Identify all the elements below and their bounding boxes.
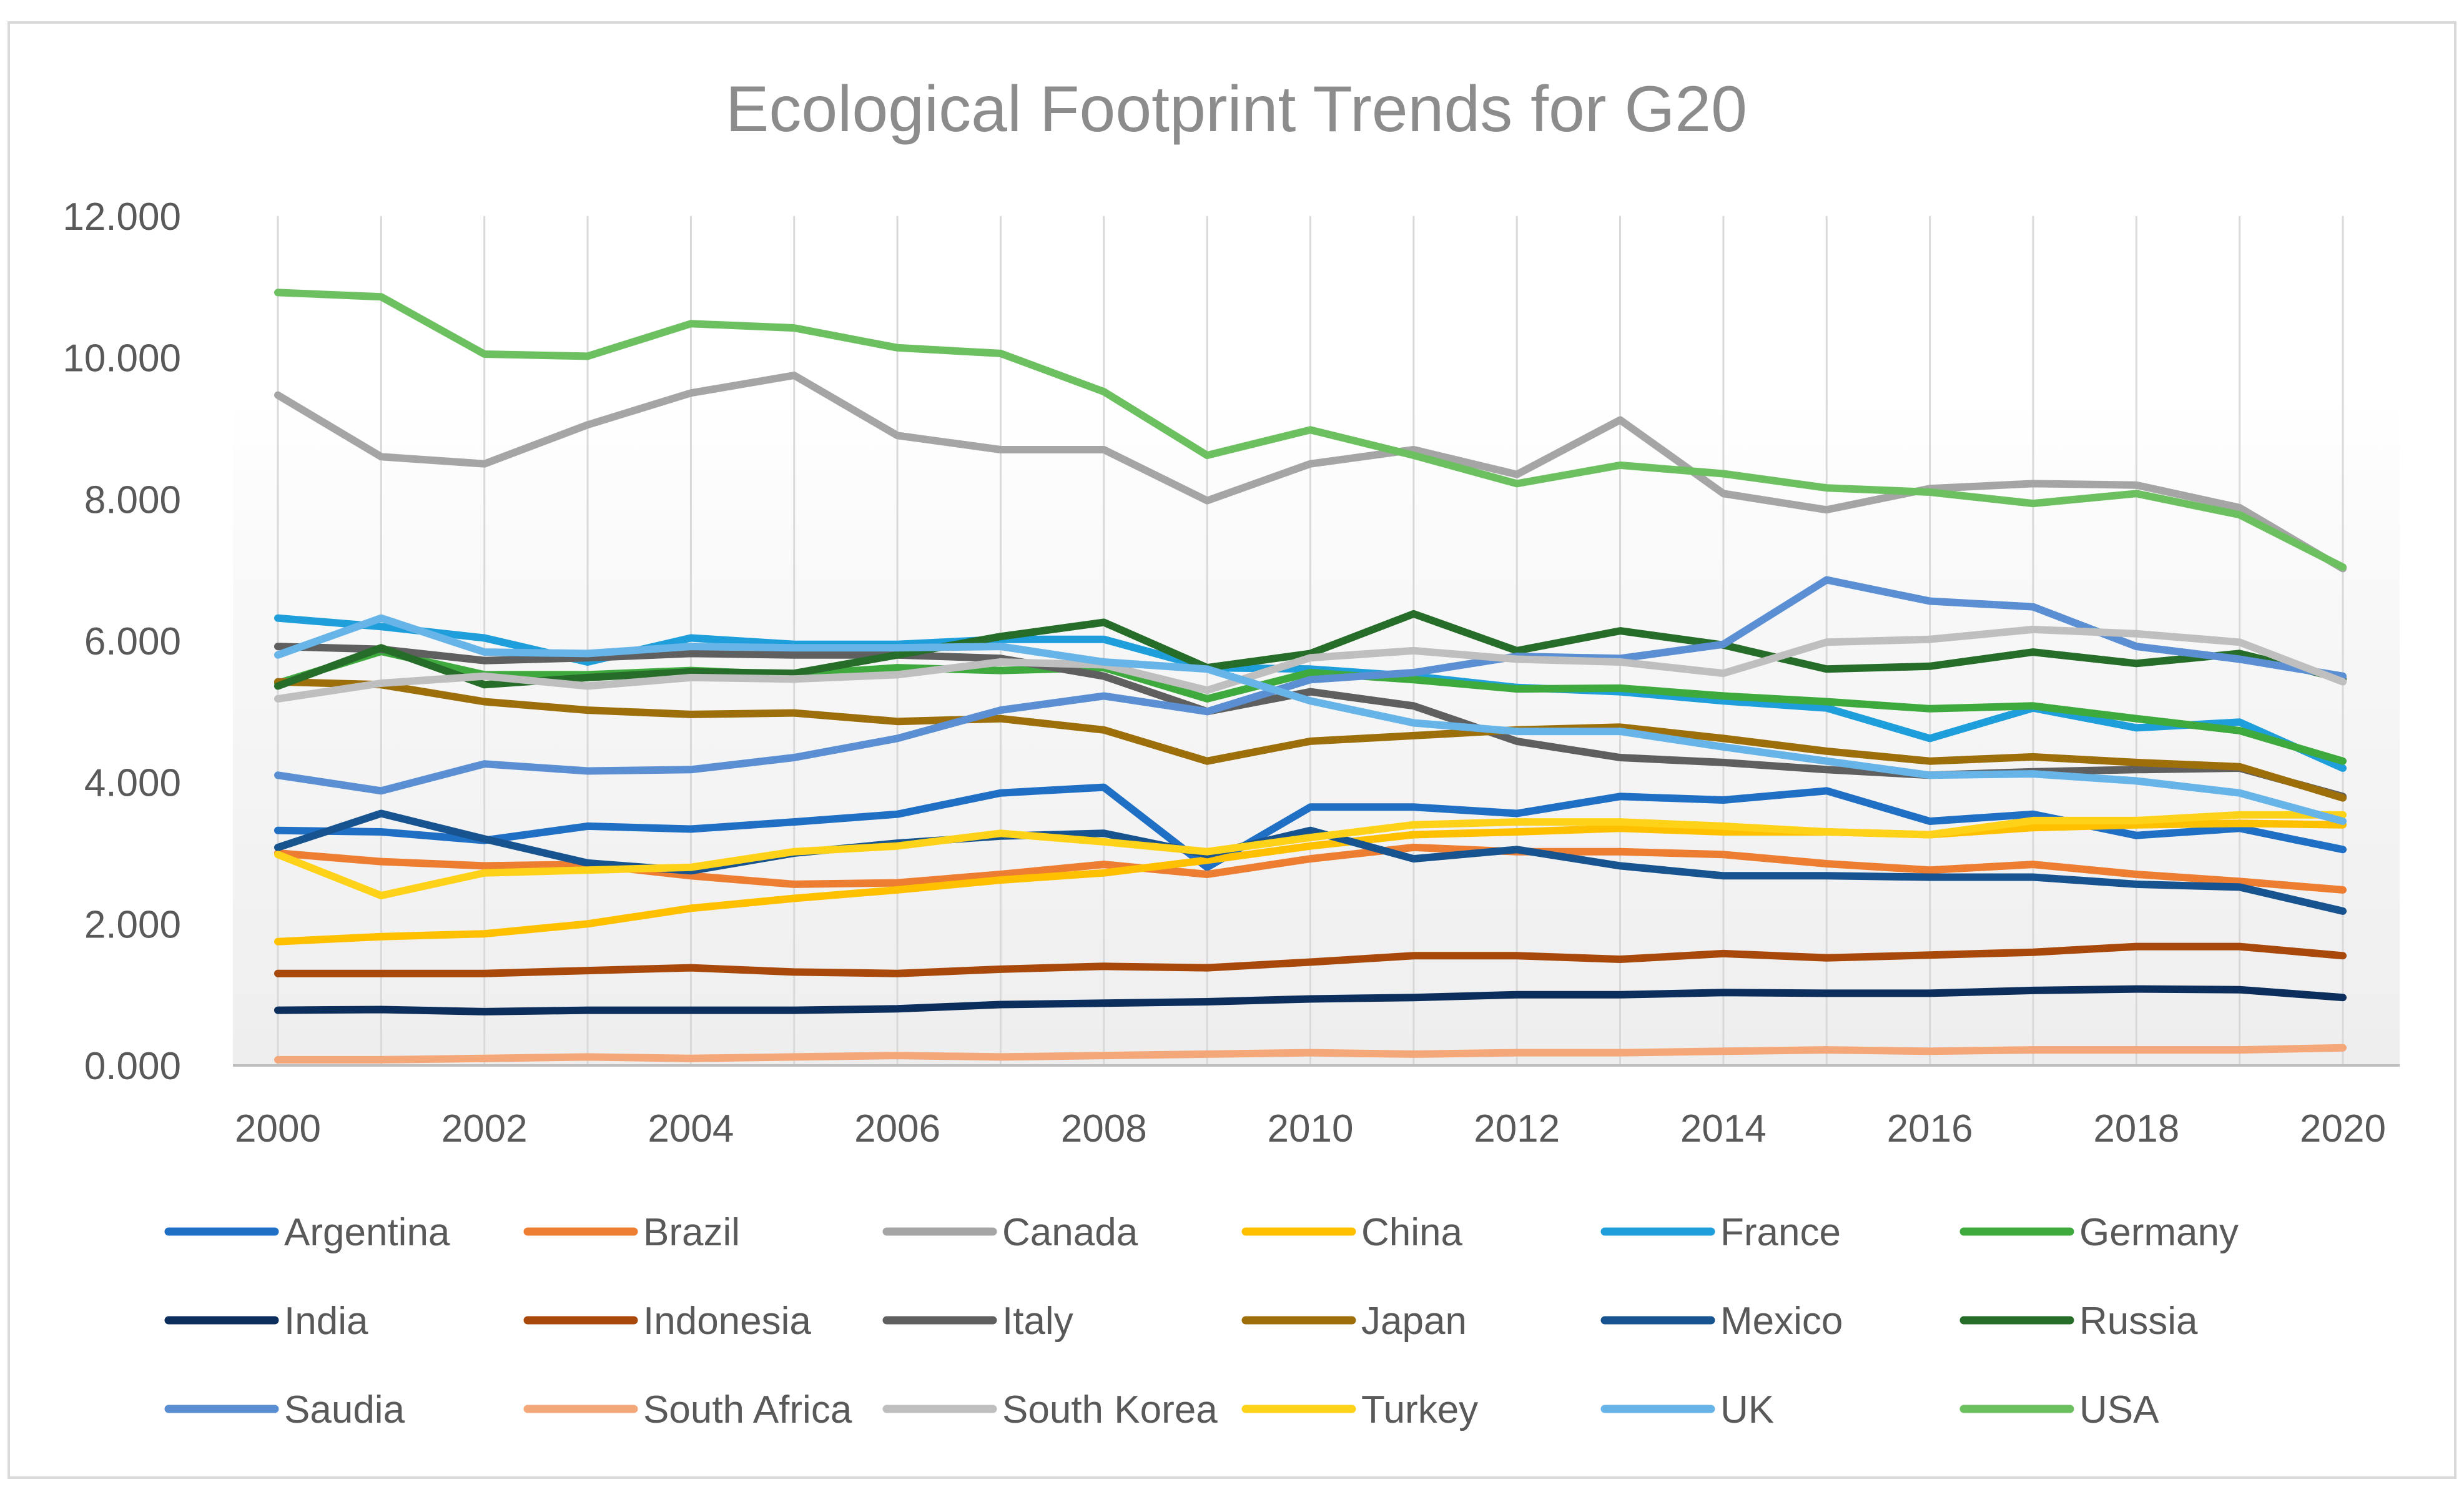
y-tick-label: 10.000 <box>62 337 181 380</box>
legend-label-china: China <box>1361 1211 1463 1254</box>
series-line-china <box>274 819 2347 946</box>
legend-label-canada: Canada <box>1002 1211 1138 1254</box>
legend-label-uk: UK <box>1720 1388 1774 1431</box>
legend-label-russia: Russia <box>2079 1300 2198 1343</box>
y-tick-label: 12.000 <box>62 195 181 239</box>
x-tick-label: 2002 <box>441 1107 528 1150</box>
x-tick-label: 2004 <box>648 1107 734 1150</box>
x-tick-label: 2014 <box>1680 1107 1767 1150</box>
x-tick-label: 2018 <box>2093 1107 2179 1150</box>
series-line-saudia <box>274 576 2347 795</box>
y-tick-label: 6.000 <box>84 620 181 663</box>
legend-label-mexico: Mexico <box>1720 1300 1843 1343</box>
series-line-usa <box>274 289 2347 571</box>
legend-label-south-korea: South Korea <box>1002 1388 1218 1431</box>
legend-label-japan: Japan <box>1361 1300 1467 1343</box>
y-tick-label: 2.000 <box>84 903 181 946</box>
series-line-uk <box>274 614 2347 825</box>
series-line-india <box>274 985 2347 1015</box>
y-tick-label: 8.000 <box>84 478 181 521</box>
legend-label-italy: Italy <box>1002 1300 1073 1343</box>
legend-label-france: France <box>1720 1211 1841 1254</box>
series-line-argentina <box>274 783 2347 871</box>
x-tick-label: 2020 <box>2300 1107 2386 1150</box>
series-line-russia <box>274 610 2347 690</box>
legend-label-brazil: Brazil <box>643 1211 740 1254</box>
legend-label-usa: USA <box>2079 1388 2159 1431</box>
series-line-indonesia <box>274 942 2347 977</box>
chart-title: Ecological Footprint Trends for G20 <box>726 73 1747 146</box>
legend-label-turkey: Turkey <box>1361 1388 1478 1431</box>
x-tick-label: 2008 <box>1061 1107 1147 1150</box>
x-tick-label: 2012 <box>1474 1107 1560 1150</box>
x-tick-label: 2010 <box>1268 1107 1354 1150</box>
y-tick-label: 4.000 <box>84 762 181 805</box>
x-tick-label: 2016 <box>1887 1107 1973 1150</box>
series-lines <box>274 289 2347 1064</box>
series-line-japan <box>274 678 2347 802</box>
series-line-canada <box>274 372 2347 573</box>
legend-label-south-africa: South Africa <box>643 1388 852 1431</box>
legend: Argentina Brazil Canada China France Germany I… <box>164 1211 2239 1431</box>
legend-label-argentina: Argentina <box>284 1211 450 1254</box>
legend-label-indonesia: Indonesia <box>643 1300 811 1343</box>
legend-label-germany: Germany <box>2079 1211 2239 1254</box>
grid-lines <box>277 216 2344 1065</box>
legend-label-saudia: Saudia <box>284 1388 405 1431</box>
series-line-south-africa <box>274 1044 2347 1064</box>
series-line-south-korea <box>274 625 2347 703</box>
legend-label-india: India <box>284 1300 368 1343</box>
series-line-turkey <box>274 811 2347 899</box>
axes: 0.000 2.000 4.000 6.000 8.000 10.000 12.000 200… <box>62 195 2400 1150</box>
x-tick-label: 2006 <box>854 1107 940 1150</box>
x-tick-label: 2000 <box>235 1107 321 1150</box>
y-tick-label: 0.000 <box>84 1045 181 1088</box>
